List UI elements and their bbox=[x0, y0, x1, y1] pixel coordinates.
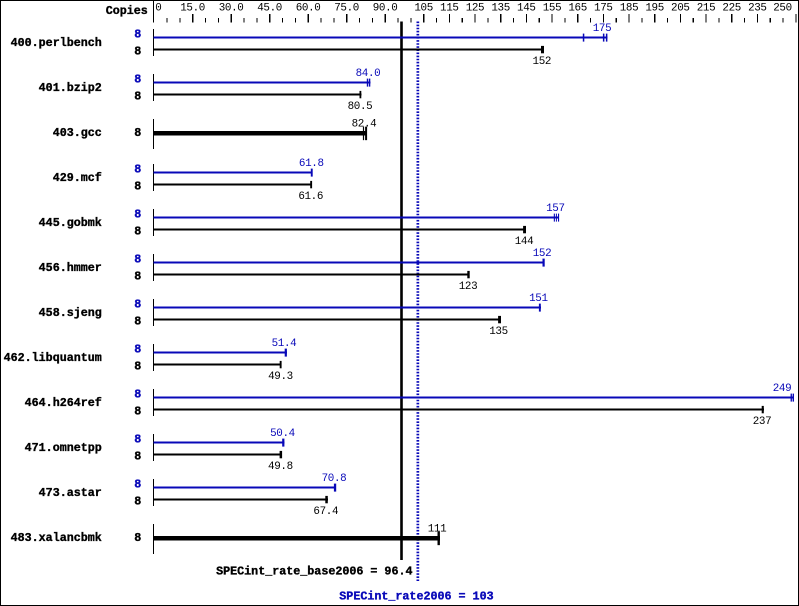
svg-text:Copies: Copies bbox=[106, 4, 148, 18]
svg-text:105: 105 bbox=[414, 3, 433, 15]
svg-text:473.astar: 473.astar bbox=[39, 486, 102, 500]
svg-text:157: 157 bbox=[546, 203, 565, 215]
svg-text:215: 215 bbox=[697, 3, 716, 15]
svg-text:115: 115 bbox=[440, 3, 459, 15]
svg-text:8: 8 bbox=[134, 162, 141, 176]
svg-text:125: 125 bbox=[466, 3, 485, 15]
svg-text:250: 250 bbox=[773, 3, 792, 15]
svg-text:8: 8 bbox=[134, 315, 141, 329]
svg-text:50.4: 50.4 bbox=[270, 428, 295, 440]
svg-text:456.hmmer: 456.hmmer bbox=[39, 261, 102, 275]
svg-text:8: 8 bbox=[134, 270, 141, 284]
svg-text:458.sjeng: 458.sjeng bbox=[39, 306, 102, 320]
svg-text:8: 8 bbox=[134, 90, 141, 104]
svg-text:49.3: 49.3 bbox=[268, 371, 293, 383]
svg-text:67.4: 67.4 bbox=[313, 506, 338, 518]
svg-text:8: 8 bbox=[134, 342, 141, 356]
svg-text:145: 145 bbox=[517, 3, 536, 15]
svg-text:401.bzip2: 401.bzip2 bbox=[39, 81, 102, 95]
svg-text:8: 8 bbox=[134, 207, 141, 221]
svg-text:471.omnetpp: 471.omnetpp bbox=[25, 441, 102, 455]
svg-text:70.8: 70.8 bbox=[322, 473, 347, 485]
svg-text:152: 152 bbox=[533, 248, 552, 260]
svg-text:123: 123 bbox=[459, 281, 478, 293]
svg-text:195: 195 bbox=[645, 3, 664, 15]
svg-text:155: 155 bbox=[543, 3, 562, 15]
svg-text:90.0: 90.0 bbox=[373, 3, 398, 15]
svg-text:8: 8 bbox=[134, 432, 141, 446]
svg-text:8: 8 bbox=[134, 45, 141, 59]
svg-text:84.0: 84.0 bbox=[356, 68, 381, 80]
svg-text:8: 8 bbox=[134, 72, 141, 86]
svg-text:175: 175 bbox=[594, 3, 613, 15]
svg-text:82.4: 82.4 bbox=[352, 119, 377, 131]
svg-text:SPECint_rate2006 = 103: SPECint_rate2006 = 103 bbox=[339, 589, 493, 603]
svg-text:61.6: 61.6 bbox=[298, 191, 323, 203]
svg-text:60.0: 60.0 bbox=[296, 3, 321, 15]
svg-text:30.0: 30.0 bbox=[219, 3, 244, 15]
svg-text:SPECint_rate_base2006 = 96.4: SPECint_rate_base2006 = 96.4 bbox=[216, 564, 412, 578]
svg-text:80.5: 80.5 bbox=[348, 101, 373, 113]
svg-text:8: 8 bbox=[134, 450, 141, 464]
svg-text:235: 235 bbox=[748, 3, 767, 15]
svg-text:185: 185 bbox=[620, 3, 639, 15]
svg-text:8: 8 bbox=[134, 27, 141, 41]
svg-text:400.perlbench: 400.perlbench bbox=[11, 36, 102, 50]
svg-text:8: 8 bbox=[134, 477, 141, 491]
svg-text:8: 8 bbox=[134, 495, 141, 509]
svg-text:8: 8 bbox=[134, 252, 141, 266]
svg-text:175: 175 bbox=[593, 23, 612, 35]
svg-text:249: 249 bbox=[773, 383, 792, 395]
svg-text:15.0: 15.0 bbox=[180, 3, 205, 15]
svg-text:8: 8 bbox=[134, 360, 141, 374]
svg-text:8: 8 bbox=[134, 297, 141, 311]
svg-text:8: 8 bbox=[134, 126, 141, 140]
svg-text:0: 0 bbox=[155, 3, 161, 15]
svg-text:135: 135 bbox=[491, 3, 510, 15]
svg-text:8: 8 bbox=[134, 405, 141, 419]
svg-text:152: 152 bbox=[533, 56, 552, 68]
svg-text:205: 205 bbox=[671, 3, 690, 15]
svg-text:464.h264ref: 464.h264ref bbox=[25, 396, 102, 410]
svg-text:144: 144 bbox=[515, 236, 534, 248]
svg-text:75.0: 75.0 bbox=[334, 3, 359, 15]
svg-text:445.gobmk: 445.gobmk bbox=[39, 216, 102, 230]
svg-text:8: 8 bbox=[134, 387, 141, 401]
svg-text:135: 135 bbox=[489, 326, 508, 338]
svg-text:8: 8 bbox=[134, 180, 141, 194]
svg-text:462.libquantum: 462.libquantum bbox=[4, 351, 102, 365]
svg-text:8: 8 bbox=[134, 531, 141, 545]
svg-text:8: 8 bbox=[134, 225, 141, 239]
svg-text:61.8: 61.8 bbox=[299, 158, 324, 170]
svg-text:49.8: 49.8 bbox=[268, 461, 293, 473]
svg-text:45.0: 45.0 bbox=[257, 3, 282, 15]
svg-text:237: 237 bbox=[753, 416, 772, 428]
svg-text:483.xalancbmk: 483.xalancbmk bbox=[11, 531, 102, 545]
svg-text:429.mcf: 429.mcf bbox=[53, 171, 102, 185]
svg-text:403.gcc: 403.gcc bbox=[53, 126, 102, 140]
svg-text:51.4: 51.4 bbox=[272, 338, 297, 350]
svg-text:165: 165 bbox=[568, 3, 587, 15]
svg-text:225: 225 bbox=[722, 3, 741, 15]
svg-text:111: 111 bbox=[428, 524, 447, 536]
svg-text:151: 151 bbox=[529, 293, 548, 305]
